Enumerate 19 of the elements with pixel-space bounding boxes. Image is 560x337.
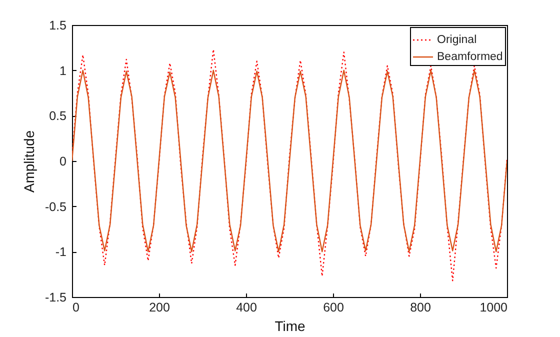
y-tick-label: 0 [60,154,67,168]
x-tick-label: 200 [149,300,170,314]
y-tick-label: 1 [60,64,67,78]
line-series [72,70,507,252]
legend-label: Original [437,34,477,46]
x-tick-label: 600 [323,300,344,314]
y-tick-label: -1.5 [44,290,67,304]
line-series [72,48,507,282]
y-tick-label: 1.5 [49,18,67,32]
y-axis-title: Amplitude [20,130,37,193]
x-tick-label: 0 [72,300,80,314]
y-tick-label: -0.5 [44,200,67,214]
x-tick-label: 1000 [480,300,508,314]
x-tick-label: 400 [236,300,257,314]
y-tick-label: 0.5 [49,109,67,124]
y-tick-label: -1 [55,245,67,260]
legend-label: Beamformed [437,51,503,63]
x-tick-label: 800 [410,300,431,314]
x-axis-title: Time [274,318,306,334]
